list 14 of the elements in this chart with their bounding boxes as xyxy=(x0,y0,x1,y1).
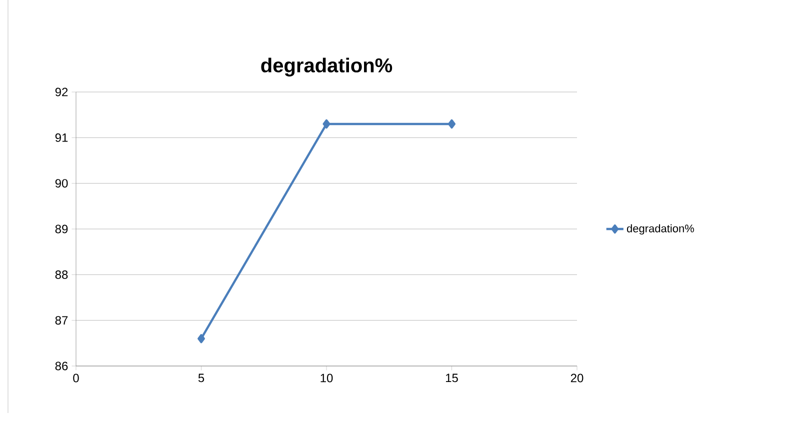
y-tick-label: 89 xyxy=(55,224,68,234)
legend-label: degradation% xyxy=(626,224,694,235)
y-tick-label: 91 xyxy=(55,133,68,142)
y-tick-label: 87 xyxy=(55,316,68,325)
x-tick-label: 5 xyxy=(198,374,204,382)
x-tick-label: 15 xyxy=(446,374,458,382)
x-tick-label: 0 xyxy=(73,374,79,382)
y-tick-label: 90 xyxy=(55,179,68,188)
x-tick-label: 10 xyxy=(320,374,333,382)
x-tick-label: 20 xyxy=(570,374,584,382)
y-tick-label: 88 xyxy=(55,270,68,279)
y-tick-label: 86 xyxy=(55,362,68,370)
y-tick-label: 92 xyxy=(55,88,68,96)
chart-title: degradation% xyxy=(261,58,392,76)
